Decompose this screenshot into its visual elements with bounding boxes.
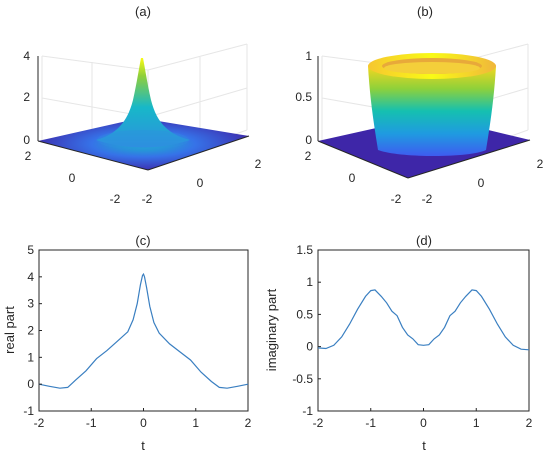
panel-d: (d) t imaginary part -1-0.500.511.5-2 -1 0…	[264, 233, 533, 453]
x-tick-label: 2	[245, 416, 252, 430]
panel-b-x-tick: 0	[478, 176, 485, 190]
y-tick-label: 5	[27, 243, 34, 257]
y-tick-label: -1	[302, 404, 313, 418]
panel-a-y-tick: 0	[69, 171, 76, 185]
y-tick-label: 1	[27, 350, 34, 364]
panel-b-x-tick: 2	[537, 157, 544, 171]
panel-b-x-tick: -2	[422, 192, 433, 206]
panel-b-z-tick: 0.5	[295, 90, 312, 104]
x-tick-label: -1	[86, 416, 97, 430]
panel-a-z-tick: 2	[23, 90, 30, 104]
panel-b-y-tick: 0	[349, 171, 356, 185]
x-tick-label: 0	[140, 416, 147, 430]
panel-a-peak	[96, 58, 190, 148]
panel-a-x-tick: -2	[142, 192, 153, 206]
x-tick-label: 1	[192, 416, 199, 430]
y-tick-label: -0.5	[292, 372, 313, 386]
panel-c-xlabel: t	[141, 438, 145, 453]
panel-a-title: (a)	[135, 4, 151, 19]
panel-a-z-tick: 0	[23, 133, 30, 147]
panel-b-z-tick: 1	[305, 49, 312, 63]
panel-a-z-tick: 4	[23, 49, 30, 63]
panel-b-plateau-body	[368, 66, 496, 156]
panel-b-z-tick: 0	[305, 133, 312, 147]
panel-a-grid-line	[41, 55, 149, 71]
panel-a-y-axis	[37, 140, 149, 171]
panel-a-grid-line	[147, 43, 248, 71]
y-tick-label: 4	[27, 270, 34, 284]
panel-a-y-tick: 2	[25, 149, 32, 163]
panel-b-plateau-inner	[384, 62, 480, 74]
y-tick-label: 3	[27, 297, 34, 311]
x-tick-label: -2	[34, 416, 45, 430]
panel-a-x-tick: 2	[255, 157, 262, 171]
panel-b-x-axis	[407, 139, 531, 179]
panel-d-axes-box	[317, 249, 530, 412]
panel-a-y-tick: -2	[110, 192, 121, 206]
y-tick-label: 2	[27, 324, 34, 338]
panel-a-peak-shadow	[97, 130, 189, 150]
y-tick-label: 1.5	[296, 243, 313, 257]
panel-b-y-tick: -2	[391, 192, 402, 206]
panel-b-title: (b)	[417, 4, 433, 19]
panel-a-x-axis	[147, 135, 250, 171]
panel-a-grid-line	[147, 87, 248, 118]
y-tick-label: 0	[27, 377, 34, 391]
panel-c-ylabel: real part	[2, 306, 17, 354]
x-tick-label: 2	[526, 416, 533, 430]
y-tick-label: -1	[23, 404, 34, 418]
x-tick-label: 0	[420, 416, 427, 430]
panel-b: (b) 1 0.5 0 2 0 -2 -2 0 2	[295, 4, 543, 206]
panel-d-xlabel: t	[422, 438, 426, 453]
panel-a-x-tick: 0	[197, 176, 204, 190]
panel-b-y-tick: 2	[305, 149, 312, 163]
panel-c-series-line	[38, 272, 249, 389]
x-tick-label: -1	[365, 416, 376, 430]
y-tick-label: 1	[306, 275, 313, 289]
x-tick-label: -2	[313, 416, 324, 430]
panel-c-title: (c)	[135, 233, 150, 248]
panel-d-series-line	[317, 289, 530, 351]
panel-b-y-axis	[317, 140, 409, 179]
panel-d-title: (d)	[416, 233, 432, 248]
x-tick-label: 1	[473, 416, 480, 430]
y-tick-label: 0	[306, 340, 313, 354]
panel-a: (a) 4 2 0 2 0 -2 -2 0 2	[23, 4, 261, 206]
y-tick-label: 0.5	[296, 307, 313, 321]
panel-d-ylabel: imaginary part	[264, 288, 279, 371]
